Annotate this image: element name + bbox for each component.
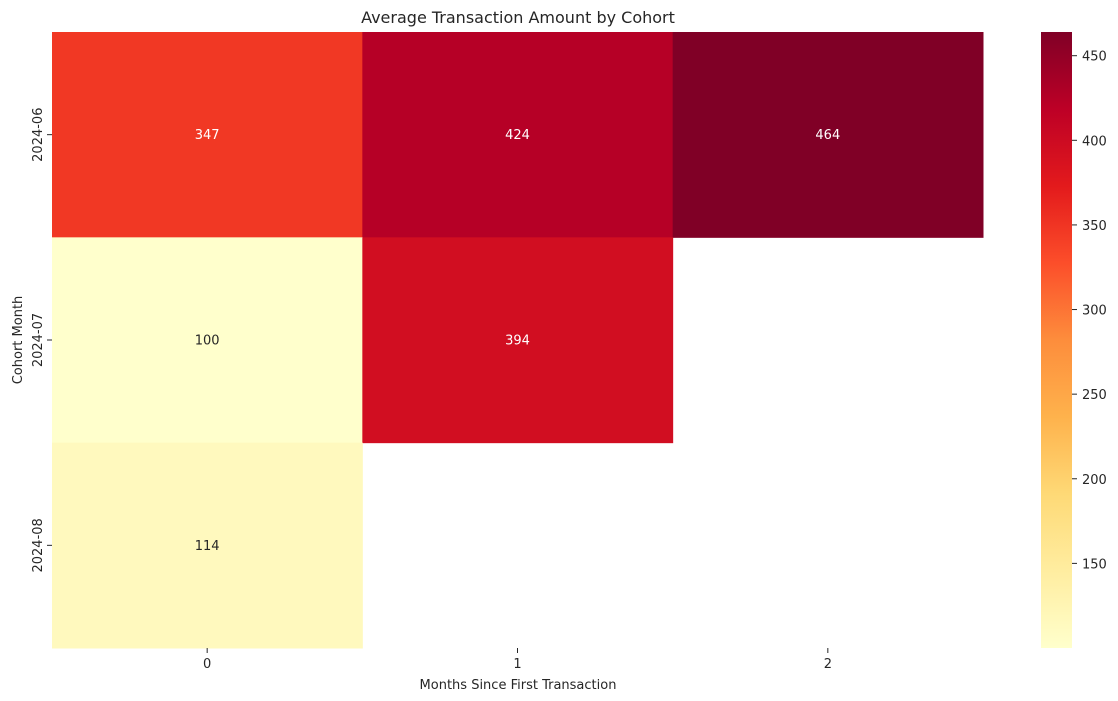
colorbar-tick-label: 200 xyxy=(1082,473,1107,488)
colorbar-tick-label: 350 xyxy=(1082,219,1107,234)
y-axis-ticks: 2024-06 2024-07 2024-08 xyxy=(31,108,52,572)
colorbar-tick-label: 450 xyxy=(1082,50,1107,65)
colorbar-tick-label: 150 xyxy=(1082,557,1107,572)
y-tick-label: 2024-08 xyxy=(31,518,46,572)
heatmap-cells xyxy=(52,32,984,649)
heatmap-cell-label: 347 xyxy=(195,128,220,143)
heatmap-cell-labels: 347 424 464 100 394 114 xyxy=(195,128,840,554)
y-tick-label: 2024-07 xyxy=(31,313,46,367)
colorbar-ticks: 150 200 250 300 350 400 450 xyxy=(1072,50,1107,572)
colorbar-tick-label: 400 xyxy=(1082,134,1107,149)
heatmap-cell-label: 464 xyxy=(815,128,840,143)
heatmap-cell-label: 424 xyxy=(505,128,530,143)
y-axis-label: Cohort Month xyxy=(11,296,26,385)
x-tick-label: 1 xyxy=(513,657,521,672)
y-tick-label: 2024-06 xyxy=(31,108,46,162)
heatmap-cell xyxy=(52,237,363,444)
colorbar xyxy=(1041,32,1072,648)
x-tick-label: 0 xyxy=(203,657,211,672)
heatmap-cell xyxy=(52,442,363,649)
heatmap-cell xyxy=(362,32,674,238)
chart-title: Average Transaction Amount by Cohort xyxy=(361,8,675,27)
x-tick-label: 2 xyxy=(824,657,832,672)
heatmap-cell-label: 100 xyxy=(195,334,220,349)
x-axis-ticks: 0 1 2 xyxy=(203,648,832,672)
heatmap-cell xyxy=(52,32,363,238)
heatmap-cell-label: 114 xyxy=(195,539,220,554)
colorbar-tick-label: 250 xyxy=(1082,388,1107,403)
heatmap-cell xyxy=(672,32,984,238)
colorbar-tick-label: 300 xyxy=(1082,304,1107,319)
heatmap-cell-label: 394 xyxy=(505,334,530,349)
heatmap-cell xyxy=(362,237,674,444)
x-axis-label: Months Since First Transaction xyxy=(420,678,617,693)
